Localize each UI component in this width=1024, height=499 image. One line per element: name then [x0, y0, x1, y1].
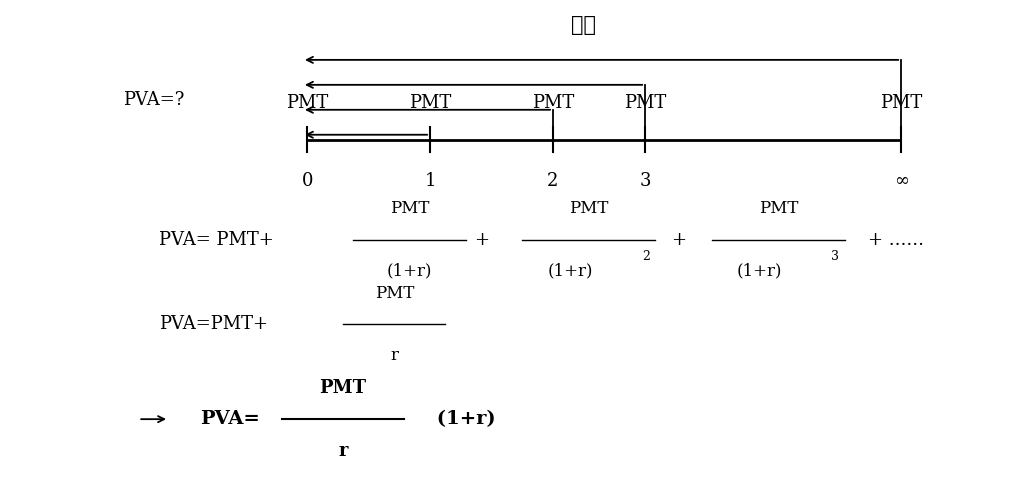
Text: r: r	[338, 442, 348, 460]
Text: r: r	[390, 347, 398, 364]
Text: PMT: PMT	[880, 94, 923, 112]
Text: PMT: PMT	[569, 200, 608, 217]
Text: PMT: PMT	[286, 94, 329, 112]
Text: PMT: PMT	[624, 94, 667, 112]
Text: 3: 3	[639, 172, 651, 190]
Text: 折現: 折現	[571, 15, 596, 35]
Text: PVA=: PVA=	[200, 410, 259, 428]
Text: 1: 1	[424, 172, 436, 190]
Text: 2: 2	[547, 172, 559, 190]
Text: PVA=?: PVA=?	[123, 91, 184, 109]
Text: 0: 0	[301, 172, 313, 190]
Text: (1+r): (1+r)	[548, 262, 593, 279]
Text: PMT: PMT	[390, 200, 429, 217]
Text: + ......: + ......	[868, 231, 925, 249]
Text: (1+r): (1+r)	[430, 410, 496, 428]
Text: PVA=PMT+: PVA=PMT+	[159, 315, 267, 333]
Text: PMT: PMT	[409, 94, 452, 112]
Text: PMT: PMT	[531, 94, 574, 112]
Text: PMT: PMT	[759, 200, 798, 217]
Text: (1+r): (1+r)	[737, 262, 782, 279]
Text: 2: 2	[642, 250, 650, 262]
Text: 3: 3	[831, 250, 840, 262]
Text: PMT: PMT	[319, 379, 367, 397]
Text: PVA= PMT+: PVA= PMT+	[159, 231, 273, 249]
Text: PMT: PMT	[375, 285, 414, 302]
Text: ∞: ∞	[894, 172, 908, 190]
Text: +: +	[672, 231, 686, 249]
Text: (1+r): (1+r)	[387, 262, 432, 279]
Text: +: +	[474, 231, 488, 249]
